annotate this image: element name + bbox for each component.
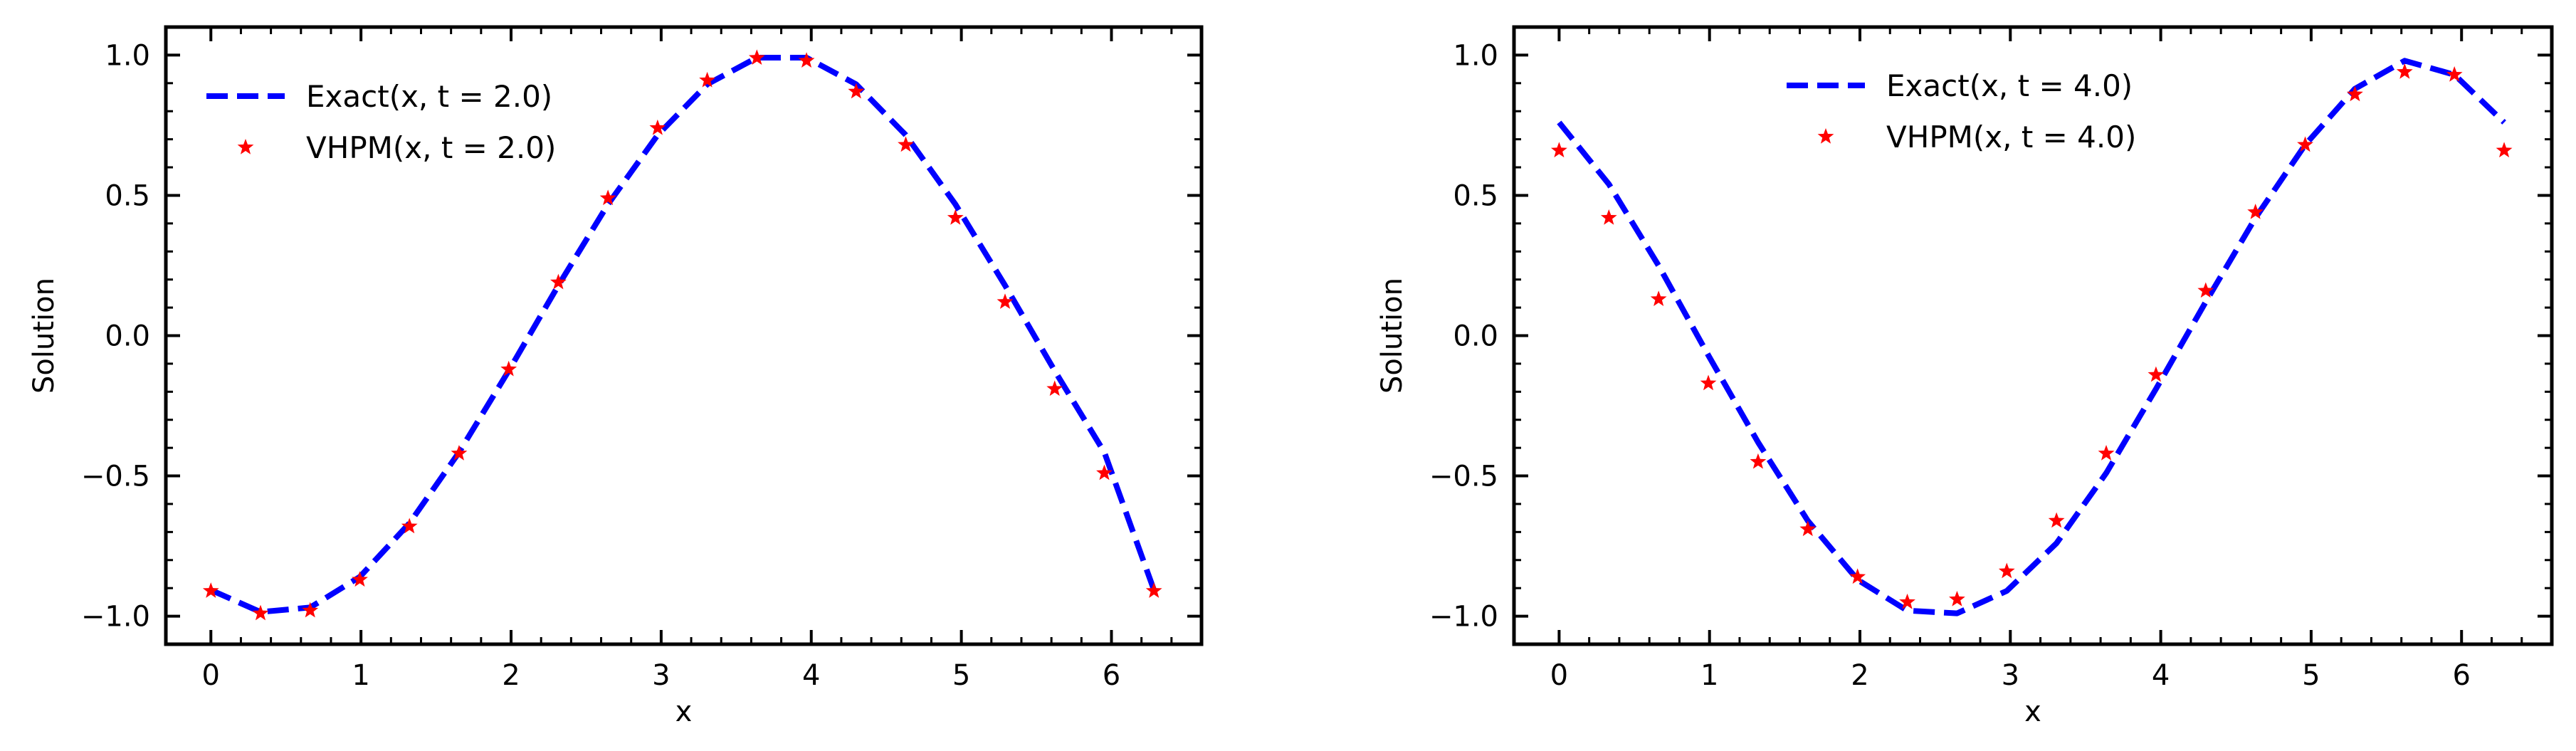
- x-tick-label: 0: [202, 659, 220, 692]
- vhpm-star-point: [302, 602, 319, 618]
- vhpm-star-point: [1998, 562, 2015, 579]
- vhpm-star-point: [2347, 85, 2363, 102]
- vhpm-star-point: [1949, 590, 1965, 606]
- vhpm-star-point: [1600, 209, 1617, 225]
- exact-solution-line: [1557, 58, 2506, 616]
- vhpm-star-point: [2147, 366, 2165, 382]
- x-tick-label: 2: [1851, 659, 1868, 692]
- y-axis-label: Solution: [1376, 278, 1409, 394]
- exact-solution-line: [209, 55, 1157, 615]
- vhpm-star-point: [1750, 453, 1767, 469]
- x-axis-label: x: [2024, 695, 2041, 728]
- right-chart: 0 1 2 3 4 5 6 −1.0 −0.5 0.0 0.5 1.0 x Solution Exact(x…: [1376, 25, 2554, 728]
- x-tick-label: 4: [802, 659, 820, 692]
- vhpm-star-point: [798, 52, 815, 68]
- vhpm-star-point: [1650, 290, 1667, 306]
- vhpm-star-point: [451, 445, 468, 461]
- vhpm-star-point: [2098, 445, 2115, 461]
- vhpm-star-point: [699, 71, 715, 88]
- y-tick-label: 0.5: [105, 179, 150, 212]
- y-axis-label: Solution: [28, 278, 61, 394]
- vhpm-star-point: [550, 273, 567, 290]
- vhpm-star-point: [1899, 593, 1915, 609]
- x-tick-label: 4: [2152, 659, 2170, 692]
- vhpm-star-point: [2247, 204, 2264, 219]
- x-tick-label: 2: [502, 659, 520, 692]
- y-tick-label: −1.0: [1429, 601, 1498, 634]
- x-tick-label: 1: [352, 659, 369, 692]
- legend-entry-label: Exact(x, t = 2.0): [306, 79, 552, 114]
- y-tick-label: −0.5: [1429, 461, 1498, 493]
- x-tick-label: 0: [1550, 659, 1568, 692]
- legend-entry-label: VHPM(x, t = 4.0): [1886, 120, 2136, 154]
- vhpm-star-point: [252, 604, 269, 621]
- vhpm-star-point: [500, 360, 517, 377]
- vhpm-star-point: [352, 571, 368, 587]
- x-tick-label: 6: [2452, 659, 2470, 692]
- y-tick-label: 0.0: [105, 320, 150, 353]
- x-tick-label: 3: [652, 659, 670, 692]
- vhpm-star-point: [1145, 582, 1162, 598]
- legend-star-swatch: [1817, 128, 1834, 144]
- y-tick-label: 1.0: [1453, 39, 1498, 72]
- vhpm-star-point: [2048, 512, 2065, 528]
- vhpm-star-point: [1046, 380, 1063, 396]
- vhpm-star-point: [649, 119, 666, 135]
- legend-entry-label: Exact(x, t = 4.0): [1886, 68, 2133, 103]
- x-tick-label: 6: [1103, 659, 1120, 692]
- vhpm-star-point: [202, 582, 219, 598]
- y-tick-label: 1.0: [105, 39, 150, 72]
- vhpm-star-point: [1799, 520, 1817, 537]
- vhpm-star-point: [2396, 63, 2413, 79]
- x-tick-label: 3: [2002, 659, 2019, 692]
- vhpm-star-point: [599, 189, 616, 206]
- x-axis-label: x: [675, 695, 693, 728]
- vhpm-star-point: [2297, 136, 2313, 152]
- vhpm-star-point: [898, 136, 914, 152]
- x-tick-label: 1: [1700, 659, 1718, 692]
- vhpm-star-point: [748, 49, 765, 65]
- x-tick-label: 5: [2302, 659, 2320, 692]
- axes-frame: [1512, 25, 2554, 646]
- y-tick-label: 0.5: [1453, 179, 1498, 212]
- vhpm-star-point: [1849, 568, 1866, 584]
- vhpm-star-point: [2496, 142, 2513, 158]
- vhpm-star-point: [947, 209, 964, 225]
- legend-entry-label: VHPM(x, t = 2.0): [306, 130, 556, 165]
- vhpm-star-point: [1550, 142, 1567, 158]
- vhpm-star-point: [2197, 282, 2214, 298]
- left-chart: 0 1 2 3 4 5 6 −1.0 −0.5 0.0 0.5 1.0 x Solution Exact(x…: [28, 25, 1204, 728]
- vhpm-star-point: [401, 518, 418, 534]
- vhpm-star-point: [997, 293, 1014, 309]
- y-tick-label: 0.0: [1453, 320, 1498, 353]
- x-tick-label: 5: [952, 659, 970, 692]
- y-tick-label: −1.0: [81, 601, 150, 634]
- vhpm-star-point: [2446, 66, 2463, 82]
- vhpm-star-point: [1096, 464, 1113, 480]
- y-tick-label: −0.5: [81, 461, 150, 493]
- vhpm-star-point: [1700, 374, 1717, 391]
- legend-star-swatch: [237, 139, 254, 154]
- vhpm-star-point: [848, 83, 865, 99]
- axes-frame: [164, 25, 1204, 646]
